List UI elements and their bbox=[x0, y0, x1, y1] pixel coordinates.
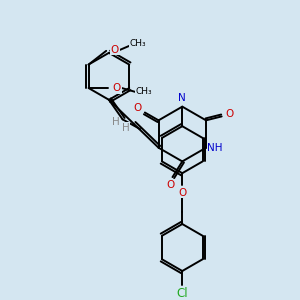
Text: O: O bbox=[167, 180, 175, 190]
Text: N: N bbox=[178, 93, 186, 103]
Text: O: O bbox=[178, 188, 186, 198]
Text: O: O bbox=[113, 83, 121, 93]
Text: Cl: Cl bbox=[176, 287, 188, 300]
Text: NH: NH bbox=[207, 143, 223, 153]
Text: O: O bbox=[225, 110, 234, 119]
Text: O: O bbox=[133, 103, 141, 112]
Text: O: O bbox=[111, 45, 119, 55]
Text: CH₃: CH₃ bbox=[129, 38, 146, 47]
Text: H: H bbox=[122, 123, 130, 133]
Text: CH₃: CH₃ bbox=[135, 88, 152, 97]
Text: H: H bbox=[112, 117, 120, 127]
